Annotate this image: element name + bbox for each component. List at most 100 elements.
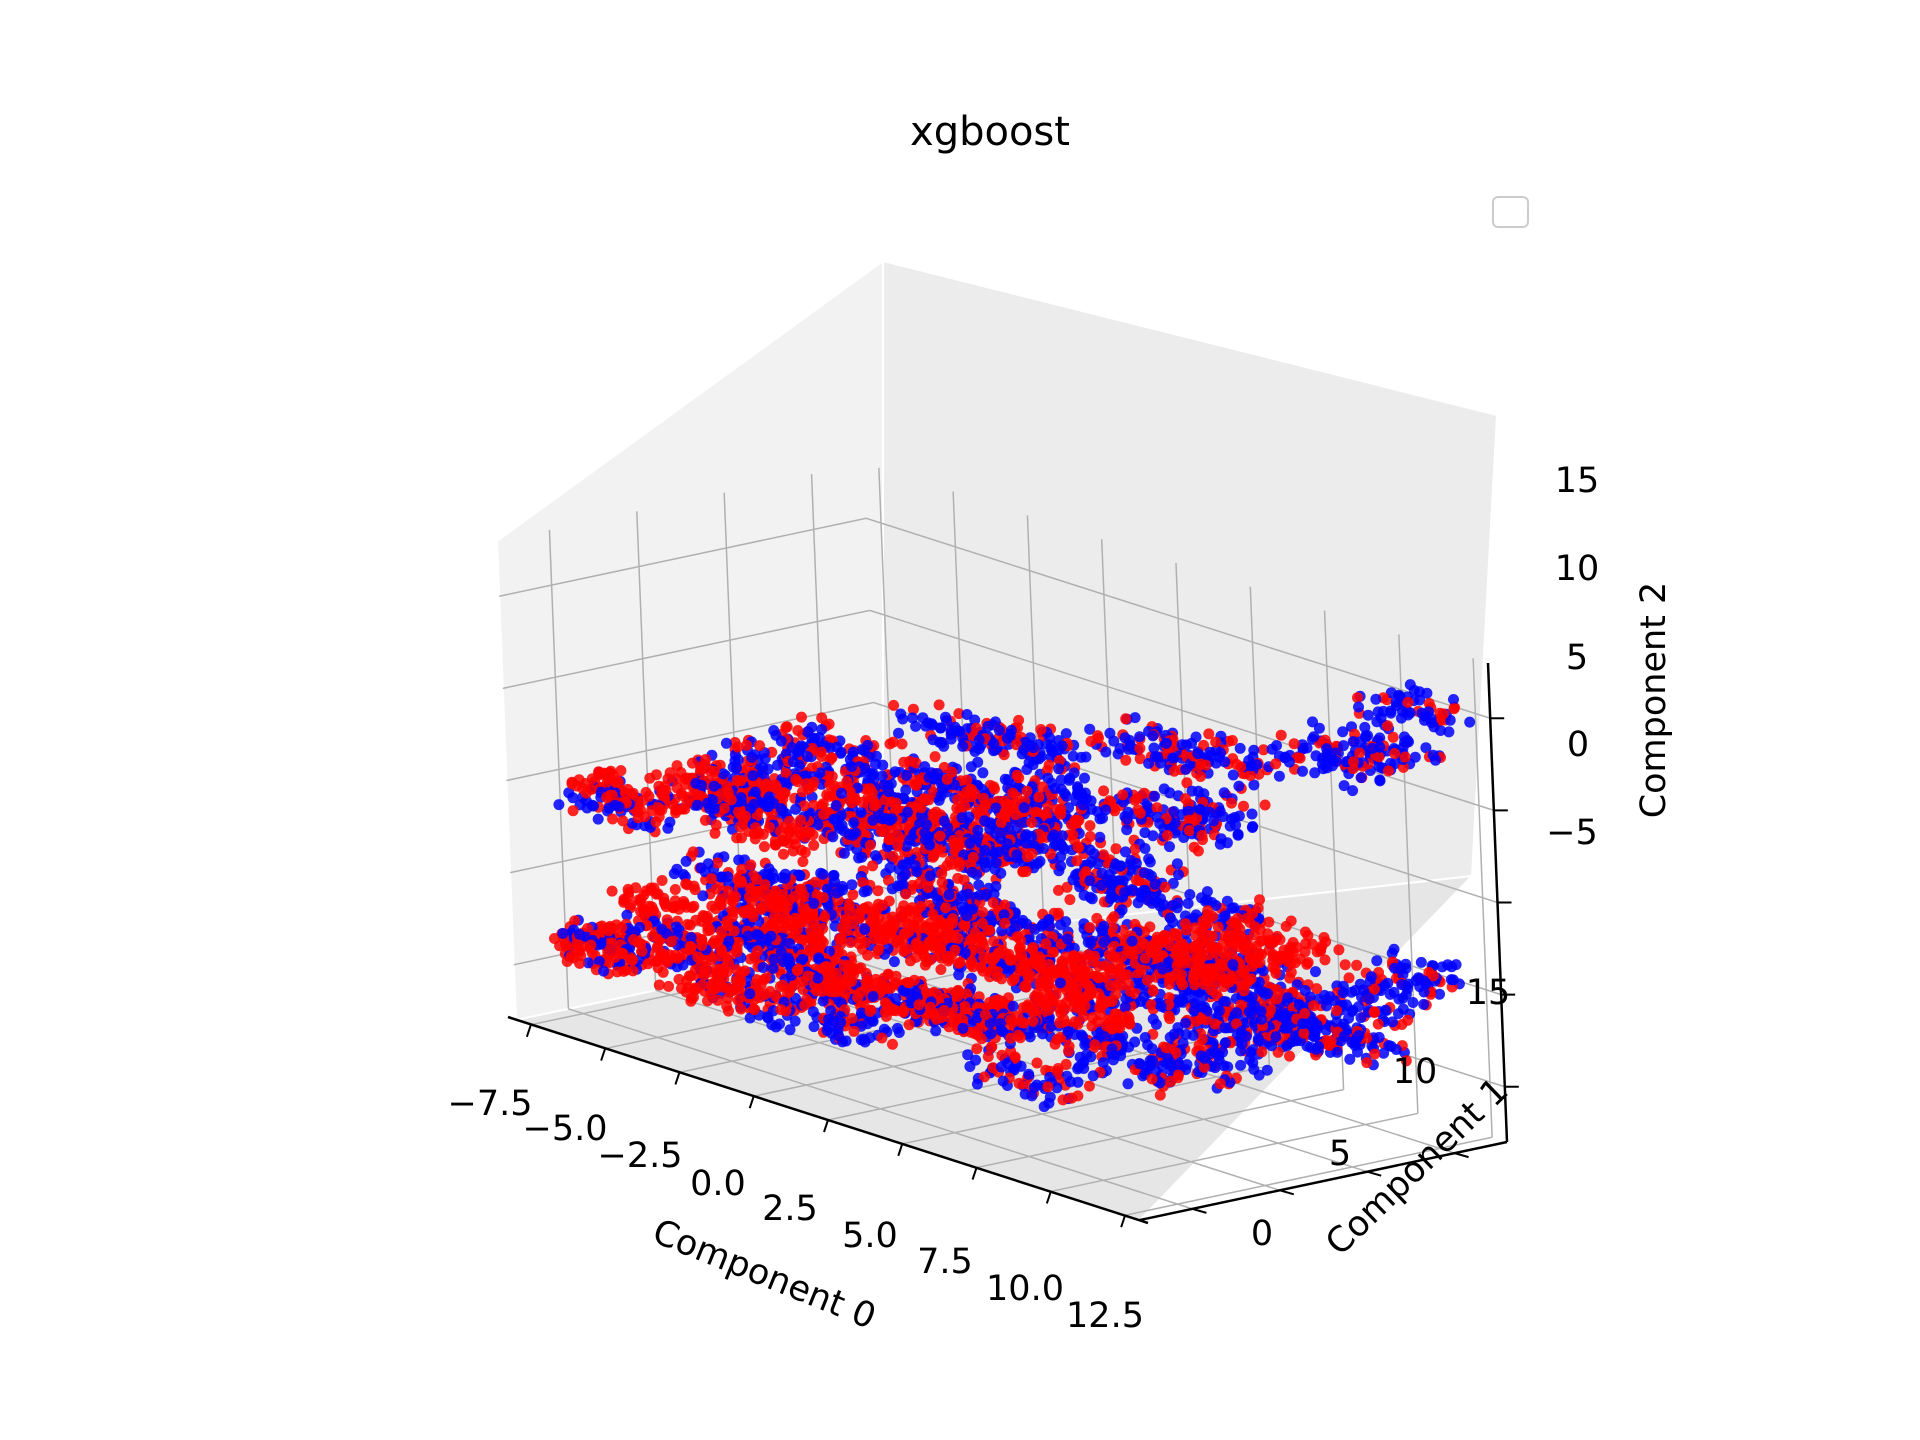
scatter-point bbox=[1011, 849, 1023, 861]
scatter-point bbox=[987, 897, 999, 909]
scatter-point bbox=[650, 888, 662, 900]
scatter-point bbox=[826, 752, 837, 764]
scatter-point bbox=[1110, 843, 1122, 855]
scatter-point bbox=[1299, 985, 1311, 996]
scatter-point bbox=[668, 868, 680, 880]
scatter-point bbox=[1202, 905, 1214, 917]
scatter-point bbox=[1108, 951, 1120, 962]
scatter-point bbox=[684, 919, 696, 931]
scatter-point bbox=[872, 944, 884, 956]
scatter-point bbox=[1154, 1089, 1166, 1101]
scatter-point bbox=[900, 888, 912, 900]
scatter-point bbox=[1414, 981, 1426, 993]
scatter-point bbox=[1246, 808, 1258, 820]
scatter-point bbox=[1396, 979, 1408, 991]
scatter-point bbox=[993, 724, 1005, 736]
scatter-point bbox=[862, 949, 874, 961]
scatter-point bbox=[977, 937, 989, 949]
scatter-point bbox=[1347, 785, 1359, 797]
scatter-point bbox=[907, 703, 919, 715]
scatter-point bbox=[888, 699, 900, 711]
scatter-point bbox=[941, 773, 953, 785]
scatter-point bbox=[927, 921, 939, 933]
scatter-point bbox=[1414, 694, 1426, 706]
scatter-point bbox=[1343, 972, 1355, 984]
scatter-point bbox=[1112, 748, 1124, 760]
scatter-point bbox=[1149, 751, 1161, 763]
scatter-point bbox=[1151, 802, 1163, 814]
scatter-point bbox=[1234, 923, 1246, 935]
scatter-point bbox=[1219, 1037, 1231, 1049]
scatter-point bbox=[680, 855, 692, 867]
scatter-point bbox=[887, 850, 899, 862]
scatter-point bbox=[952, 872, 964, 884]
scatter-point bbox=[1389, 748, 1401, 759]
scatter-point bbox=[1370, 693, 1382, 705]
scatter-point bbox=[1285, 941, 1296, 953]
scatter-point bbox=[1308, 1000, 1320, 1012]
scatter-point bbox=[1067, 750, 1079, 762]
scatter-point bbox=[1354, 747, 1366, 759]
scatter-point bbox=[1372, 1018, 1384, 1030]
scatter-point bbox=[1124, 985, 1136, 997]
scatter-point bbox=[973, 879, 985, 891]
scatter-point bbox=[896, 738, 908, 750]
scatter-point bbox=[868, 909, 880, 921]
scatter-point bbox=[1355, 772, 1367, 784]
scatter-point bbox=[921, 956, 933, 968]
scatter-point bbox=[705, 873, 717, 885]
scatter-point bbox=[755, 902, 767, 914]
scatter-point bbox=[1084, 820, 1096, 832]
scatter-point bbox=[900, 859, 912, 871]
scatter-point bbox=[795, 884, 807, 896]
scatter-point bbox=[1211, 1001, 1223, 1012]
scatter-point bbox=[1307, 716, 1318, 728]
scatter-point bbox=[1282, 992, 1294, 1004]
scatter-point bbox=[1253, 976, 1265, 988]
scatter-point bbox=[1297, 765, 1308, 777]
scatter-point bbox=[1399, 751, 1411, 763]
scatter-point bbox=[972, 824, 984, 836]
scatter-point bbox=[1204, 749, 1216, 761]
scatter-point bbox=[1093, 960, 1105, 972]
scatter-point bbox=[1186, 785, 1198, 797]
scatter-point bbox=[1286, 1036, 1298, 1048]
scatter-point bbox=[1086, 1020, 1098, 1032]
scatter-point bbox=[732, 754, 744, 766]
scatter-point bbox=[1378, 1047, 1390, 1059]
scatter-point bbox=[1434, 988, 1445, 1000]
scatter-point bbox=[792, 725, 804, 736]
scatter-point bbox=[1310, 966, 1321, 978]
scatter-point bbox=[1195, 771, 1207, 782]
scatter-point bbox=[720, 737, 732, 749]
scatter-point bbox=[1309, 767, 1321, 779]
scatter-point bbox=[824, 779, 836, 791]
scatter-point bbox=[1415, 956, 1427, 968]
scatter-point bbox=[1259, 799, 1271, 811]
scatter-point bbox=[1171, 902, 1183, 914]
scatter-point bbox=[1117, 789, 1129, 801]
scatter-point bbox=[1337, 726, 1349, 738]
scatter-point bbox=[1019, 959, 1031, 971]
scatter-point bbox=[1212, 921, 1224, 933]
scatter-point bbox=[1107, 1054, 1119, 1066]
scatter-point bbox=[1035, 724, 1047, 735]
scatter-point bbox=[1309, 1029, 1321, 1041]
scatter-point bbox=[1362, 709, 1374, 721]
scatter-point bbox=[775, 735, 787, 747]
scatter-point bbox=[1374, 774, 1386, 786]
scatter-point bbox=[1273, 951, 1285, 962]
scatter-point bbox=[1231, 1007, 1243, 1019]
scatter-point bbox=[1421, 687, 1433, 699]
scatter-point bbox=[973, 734, 985, 746]
scatter-point bbox=[1032, 996, 1044, 1007]
scatter-point bbox=[856, 744, 868, 756]
scatter-point bbox=[966, 866, 978, 878]
scatter-point bbox=[1162, 829, 1173, 841]
scatter-point bbox=[1236, 1038, 1248, 1050]
scatter-point bbox=[1132, 792, 1144, 804]
scatter-point bbox=[1083, 1080, 1095, 1092]
scatter-point bbox=[1285, 957, 1297, 969]
scatter-point bbox=[1464, 716, 1476, 728]
scatter-point bbox=[1143, 757, 1155, 769]
